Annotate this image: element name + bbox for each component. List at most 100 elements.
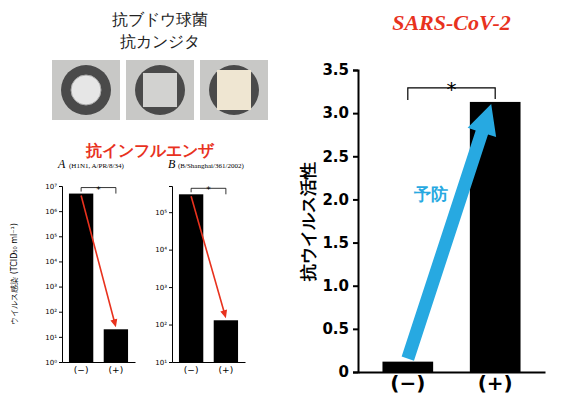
x-tick: (+) [109, 362, 124, 375]
x-tick-label: (+) [109, 365, 124, 375]
bar [214, 320, 238, 362]
dish-photo [52, 60, 120, 120]
y-tick-mark [59, 362, 62, 363]
x-tick-label: (−) [390, 371, 425, 395]
y-tick-label: 1.0 [322, 277, 349, 295]
inhibition-zone [135, 65, 185, 115]
y-tick-label: 2.5 [322, 148, 349, 166]
y-tick: 10⁴ [155, 246, 172, 254]
x-axis: (−) (+) [359, 371, 546, 395]
x-tick: (−) [184, 362, 199, 375]
y-tick-mark [59, 236, 62, 237]
y-axis-line [353, 71, 359, 373]
y-axis: 10⁰ 10¹ 10² 10³ 10⁴ 10⁵ 10⁶ 10⁷ [45, 183, 62, 367]
y-tick-mark [353, 156, 358, 158]
trend-arrow [190, 196, 227, 318]
y-tick-label: 10⁰ [45, 359, 57, 367]
chart-panel: 00.51.01.52.02.53.03.5(−)(+)SARS-CoV-2抗ウ… [298, 10, 546, 395]
trend-arrow [80, 195, 117, 327]
plot-area [382, 102, 520, 372]
y-tick: 10³ [155, 284, 172, 292]
y-tick-mark [59, 312, 62, 313]
y-tick-label: 10⁵ [155, 209, 167, 217]
y-tick: 1.0 [322, 277, 358, 295]
y-axis-line [169, 187, 173, 363]
significance-mark: * [206, 185, 211, 195]
plot-area [179, 194, 238, 362]
y-tick-label: 10⁴ [45, 258, 57, 266]
y-tick: 3.0 [322, 104, 358, 122]
y-tick-label: 3.5 [322, 61, 349, 79]
y-tick: 0 [339, 363, 358, 381]
y-tick-label: 10¹ [45, 334, 57, 342]
x-tick-label: (+) [478, 371, 513, 395]
bar [179, 194, 203, 362]
y-tick: 10⁷ [45, 183, 62, 191]
x-axis-line [359, 372, 546, 374]
y-tick: 0.5 [322, 320, 358, 338]
y-tick-label: 10³ [155, 284, 167, 292]
y-tick-mark [353, 242, 358, 244]
y-tick-mark [59, 211, 62, 212]
chart-subtitle: (H1N1, A/PR/8/34) [69, 162, 125, 170]
y-tick: 10⁶ [45, 208, 62, 216]
x-tick-label: (−) [74, 365, 89, 375]
y-tick: 10¹ [155, 359, 172, 367]
y-tick-label: 10⁶ [45, 208, 57, 216]
y-tick-mark [353, 199, 358, 201]
y-tick: 10² [155, 321, 172, 329]
x-tick-label: (−) [184, 365, 199, 375]
group-title: 抗インフルエンザ [85, 141, 215, 160]
x-axis: (−) (+) [63, 362, 136, 375]
sample [217, 70, 251, 110]
y-tick-label: 0 [339, 363, 349, 381]
y-tick-mark [353, 328, 358, 330]
y-axis: 0 0.5 1.0 1.5 2.0 2.5 3.0 3.5 [322, 61, 358, 381]
sample [71, 75, 101, 105]
y-tick-label: 1.5 [322, 234, 349, 252]
y-tick-label: 0.5 [322, 320, 349, 338]
x-tick: (−) [74, 362, 89, 375]
x-tick: (+) [219, 362, 234, 375]
dish-photo [200, 60, 268, 120]
figure: 抗ブドウ球菌抗カンジタ抗インフルエンザ10⁰10¹10²10³10⁴10⁵10⁶… [0, 0, 572, 405]
x-tick: (+) [478, 371, 513, 395]
y-tick-label: 10¹ [155, 359, 167, 367]
plot-area [69, 194, 128, 362]
y-tick: 10⁵ [155, 209, 172, 217]
y-tick-mark [353, 285, 358, 287]
y-tick: 2.0 [322, 191, 358, 209]
y-tick-label: 10⁵ [45, 233, 57, 241]
bar [69, 194, 93, 362]
y-tick-mark [169, 287, 172, 288]
y-tick-label: 10³ [45, 283, 57, 291]
y-tick-mark [59, 337, 62, 338]
y-tick: 10⁴ [45, 258, 62, 266]
y-tick: 10⁰ [45, 359, 62, 367]
y-tick-mark [353, 70, 358, 72]
significance-mark: * [447, 77, 457, 101]
dish-bg [126, 60, 194, 120]
y-axis: 10¹ 10² 10³ 10⁴ 10⁵ [155, 187, 172, 367]
y-tick-label: 10² [155, 321, 167, 329]
x-axis: (−) (+) [173, 362, 246, 375]
dish-photo [126, 60, 194, 120]
y-tick: 10² [45, 308, 62, 316]
sample [143, 73, 177, 107]
y-tick-mark [169, 362, 172, 363]
chart-svg: 抗ブドウ球菌抗カンジタ抗インフルエンザ10⁰10¹10²10³10⁴10⁵10⁶… [0, 0, 572, 405]
y-tick-mark [169, 250, 172, 251]
y-tick-label: 10⁷ [45, 183, 57, 191]
y-tick-mark [169, 325, 172, 326]
y-tick: 3.5 [322, 61, 358, 79]
y-tick-mark [353, 372, 358, 374]
x-axis-line [63, 362, 136, 363]
chart-panel: 10⁰10¹10²10³10⁴10⁵10⁶10⁷(−)(+)A(H1N1, A/… [10, 157, 136, 375]
annotation: 予防 [413, 184, 448, 204]
y-tick-mark [353, 113, 358, 115]
y-axis-title: ウイルス感染 (TCID₅₀ ml⁻¹) [10, 223, 19, 325]
inhibition-zone [61, 65, 111, 115]
y-tick-label: 2.0 [322, 191, 349, 209]
dish-bg [52, 60, 120, 120]
x-tick: (−) [390, 371, 425, 395]
